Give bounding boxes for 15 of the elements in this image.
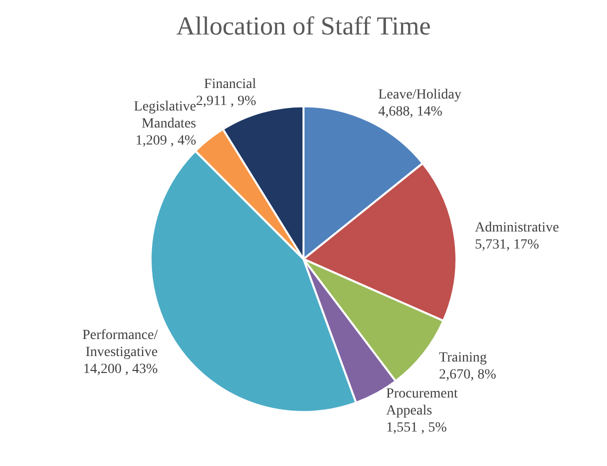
- slice-label: Procurement Appeals: [386, 386, 458, 419]
- data-label: 2,670, 8%: [439, 368, 497, 383]
- chart-title: Allocation of Staff Time: [176, 11, 431, 40]
- data-label: 5,731, 17%: [474, 238, 540, 253]
- data-label: 1,209 , 4%: [135, 133, 196, 148]
- data-label: 2,911 , 9%: [196, 94, 256, 109]
- slice-label: Administrative: [474, 220, 559, 236]
- data-label: 4,688, 14%: [378, 104, 443, 120]
- slice-label: Financial: [204, 76, 256, 92]
- slice-label: Performance/ Investigative: [82, 328, 158, 360]
- slice-label: Leave/Holiday: [378, 87, 462, 102]
- slice-label: Legislative Mandates: [134, 99, 196, 132]
- data-label: 14,200 , 43%: [83, 362, 158, 377]
- data-label: 1,551 , 5%: [386, 420, 448, 436]
- slice-label: Training: [439, 350, 487, 366]
